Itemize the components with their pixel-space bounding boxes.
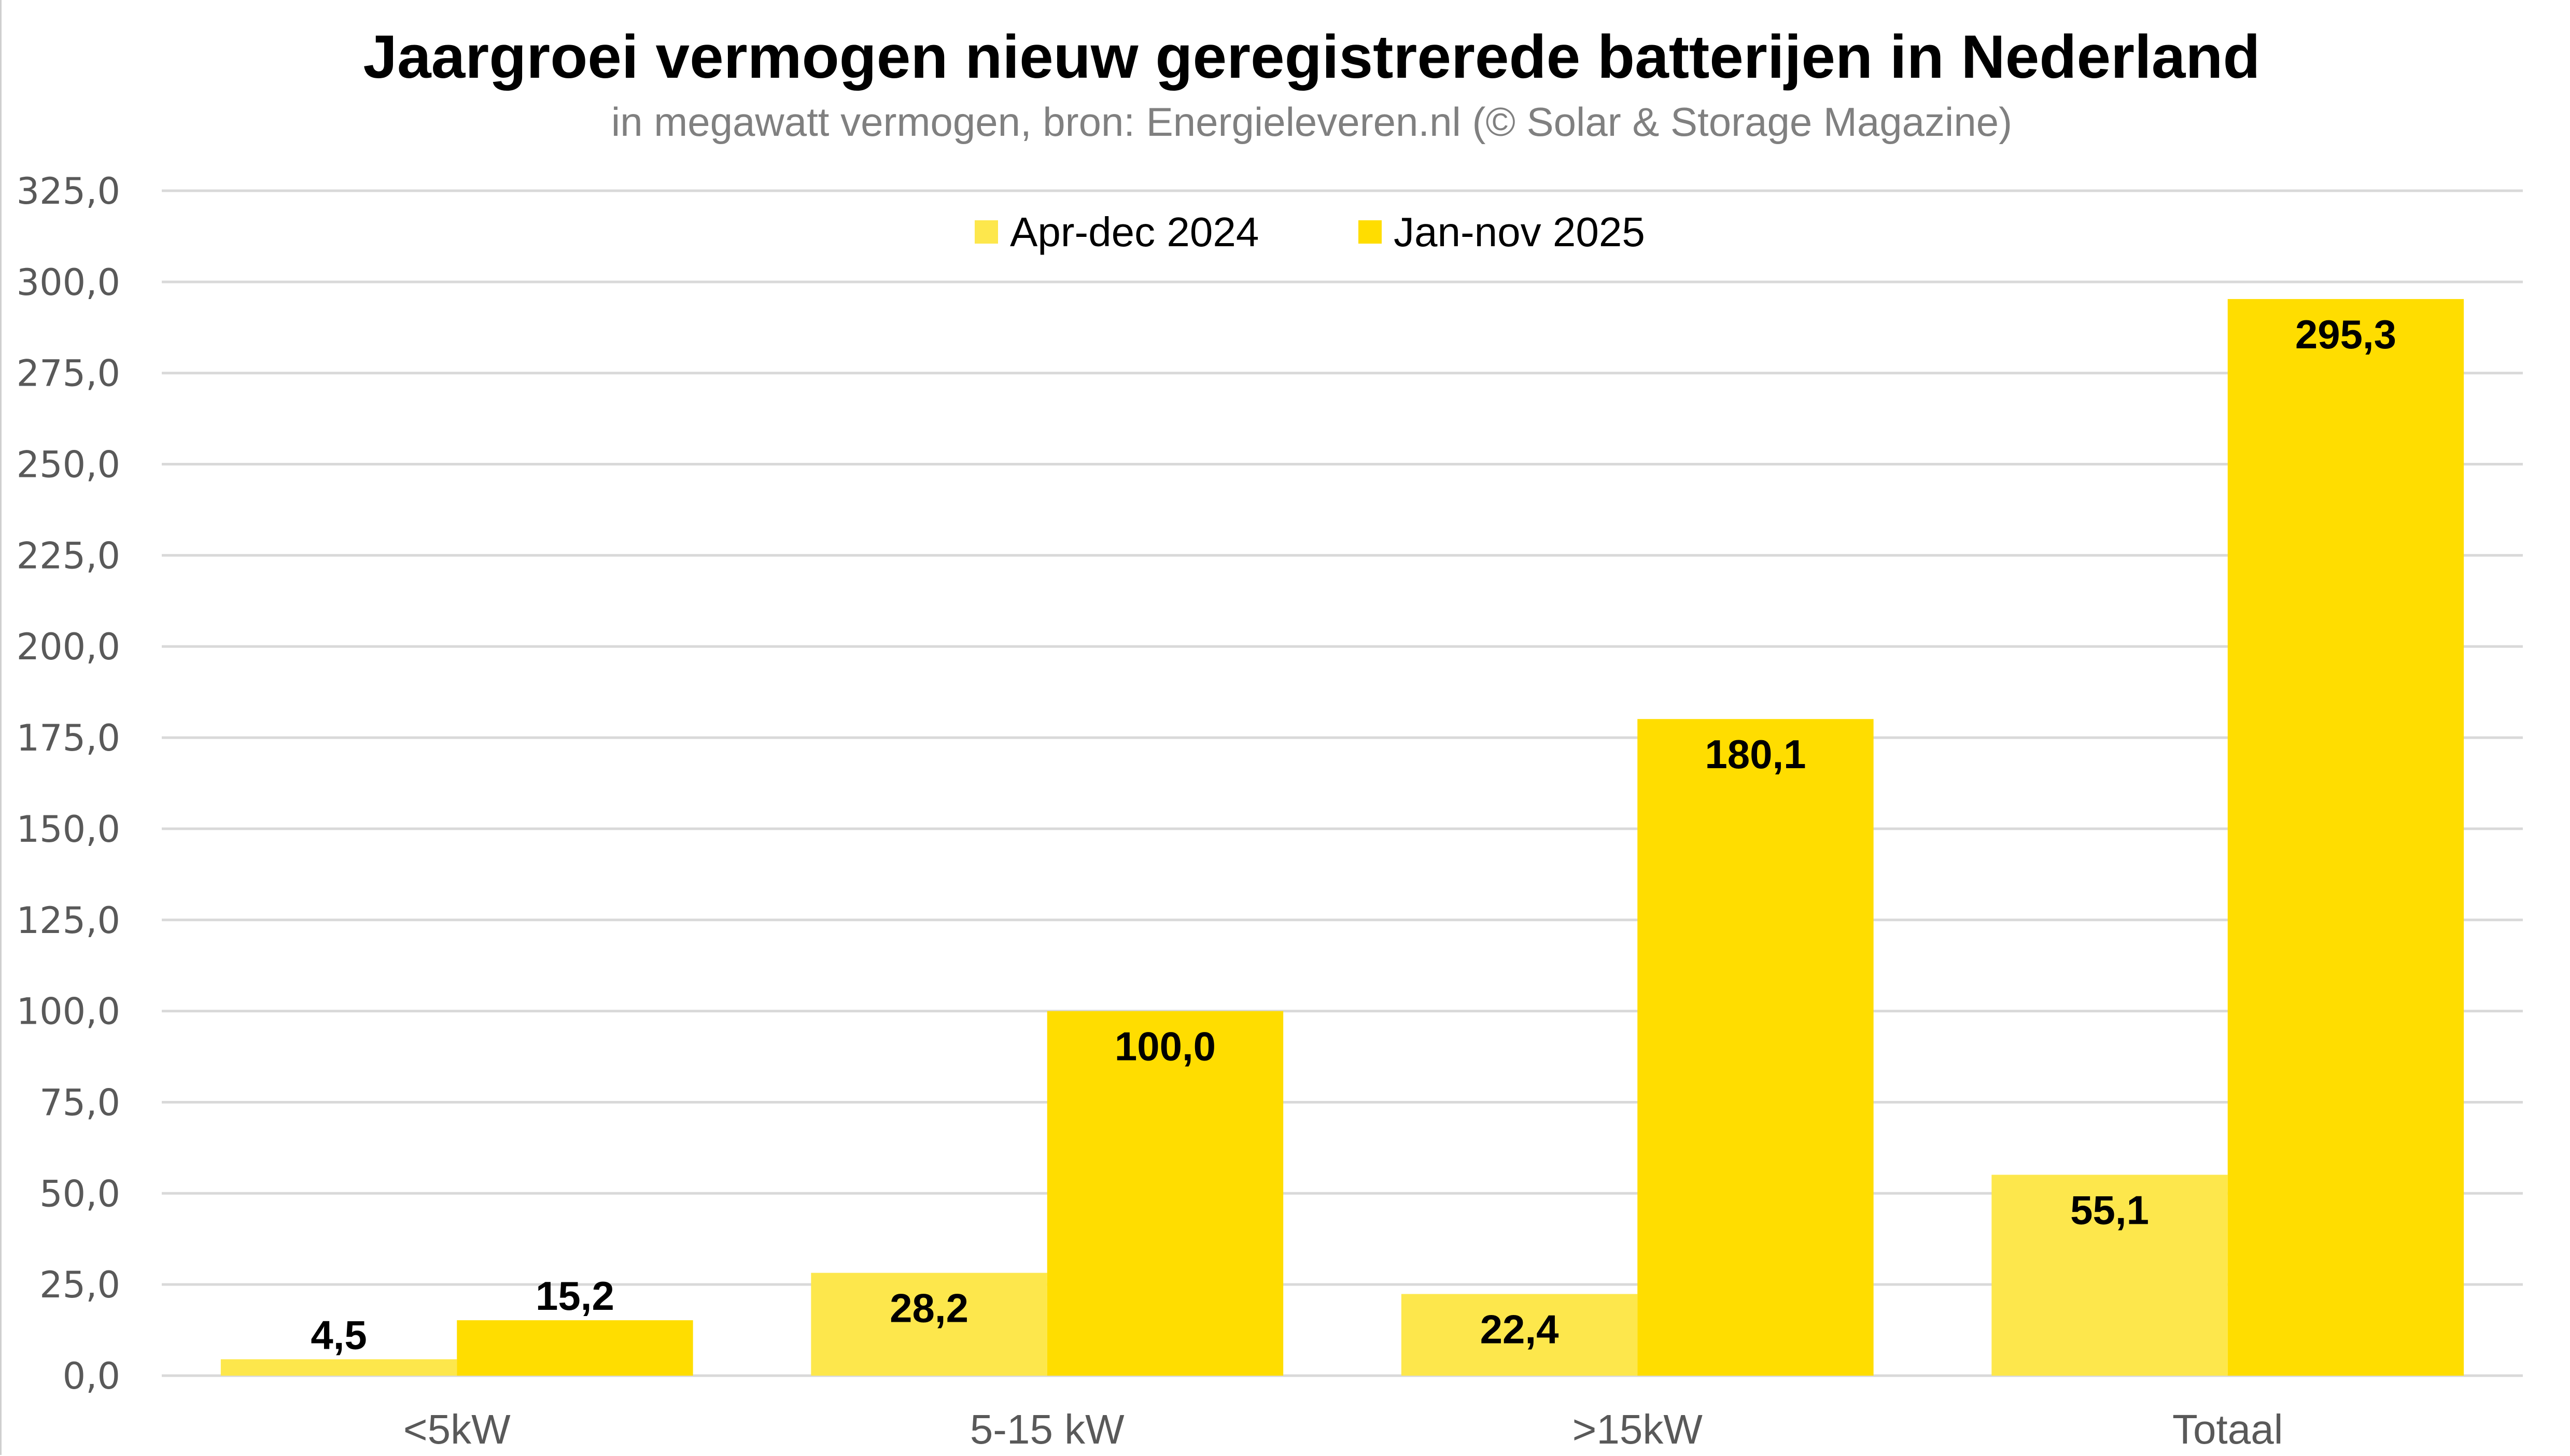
legend-label: Apr-dec 2024 [1010, 209, 1259, 255]
x-category-label: <5kW [403, 1406, 511, 1452]
x-category-label: Totaal [2172, 1406, 2283, 1452]
y-tick-label: 200,0 [17, 626, 120, 668]
x-axis-categories: <5kW 5-15 kW >15kW Totaal [403, 1406, 2283, 1452]
data-label: 180,1 [1705, 731, 1806, 777]
legend-swatch [1358, 220, 1382, 244]
y-tick-label: 175,0 [17, 717, 120, 759]
legend: Apr-dec 2024 Jan-nov 2025 [975, 209, 1645, 255]
data-label: 22,4 [1480, 1306, 1559, 1352]
bar [2227, 299, 2464, 1376]
bar [220, 1359, 457, 1376]
chart-title: Jaargroei vermogen nieuw geregistrerede … [363, 23, 2260, 91]
y-tick-label: 300,0 [17, 261, 120, 304]
data-label: 15,2 [536, 1273, 614, 1319]
y-tick-label: 25,0 [39, 1264, 120, 1306]
y-tick-label: 325,0 [17, 170, 120, 213]
bar [1991, 1175, 2228, 1376]
data-label: 295,3 [2295, 312, 2396, 357]
bar [1047, 1011, 1284, 1376]
chart-subtitle: in megawatt vermogen, bron: Energielever… [611, 99, 2012, 145]
legend-swatch [975, 220, 998, 244]
gridlines [162, 189, 2523, 1377]
bars [220, 299, 2464, 1376]
bar [1401, 1294, 1638, 1376]
y-tick-label: 50,0 [39, 1172, 120, 1215]
y-tick-label: 275,0 [17, 352, 120, 395]
bar [811, 1273, 1047, 1376]
data-labels: 4,5 15,2 28,2 100,0 22,4 180,1 55,1 295,3 [311, 312, 2396, 1358]
y-tick-label: 225,0 [17, 534, 120, 577]
x-category-label: 5-15 kW [970, 1406, 1125, 1452]
legend-label: Jan-nov 2025 [1394, 209, 1645, 255]
y-tick-label: 125,0 [17, 899, 120, 942]
data-label: 100,0 [1115, 1024, 1216, 1069]
y-tick-label: 75,0 [39, 1081, 120, 1124]
y-tick-label: 100,0 [17, 991, 120, 1033]
y-tick-label: 250,0 [17, 444, 120, 486]
data-label: 28,2 [890, 1285, 968, 1331]
y-axis-ticks: 0,0 25,0 50,0 75,0 100,0 125,0 150,0 175,0 200,0… [17, 170, 120, 1397]
bar [1637, 719, 1874, 1376]
x-category-label: >15kW [1572, 1406, 1703, 1452]
data-label: 4,5 [311, 1312, 367, 1358]
data-label: 55,1 [2070, 1187, 2149, 1233]
y-tick-label: 150,0 [17, 808, 120, 851]
y-tick-label: 0,0 [63, 1355, 120, 1397]
bar [457, 1320, 693, 1376]
